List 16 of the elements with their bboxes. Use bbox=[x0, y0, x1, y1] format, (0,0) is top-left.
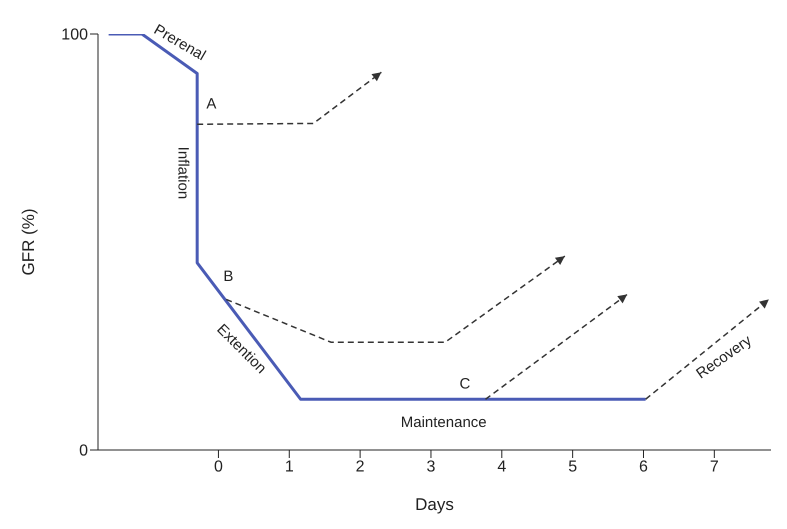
annotation: Inflation bbox=[174, 146, 192, 200]
annotation: A bbox=[206, 96, 216, 113]
x-tick-label: 0 bbox=[214, 458, 223, 476]
x-tick-label: 1 bbox=[284, 458, 294, 476]
annotation: Maintenance bbox=[400, 414, 487, 431]
annotation: B bbox=[223, 268, 234, 285]
x-axis-title: Days bbox=[415, 495, 454, 514]
x-tick-label: 4 bbox=[497, 458, 506, 476]
x-tick-label: 2 bbox=[356, 458, 365, 476]
x-tick-label: 5 bbox=[568, 458, 578, 476]
y-tick-label: 100 bbox=[61, 26, 88, 44]
x-tick-label: 6 bbox=[639, 458, 648, 476]
x-tick-label: 7 bbox=[710, 458, 719, 476]
annotation: C bbox=[460, 376, 471, 393]
y-axis-title: GFR (%) bbox=[19, 208, 38, 276]
x-tick-label: 3 bbox=[426, 458, 436, 476]
